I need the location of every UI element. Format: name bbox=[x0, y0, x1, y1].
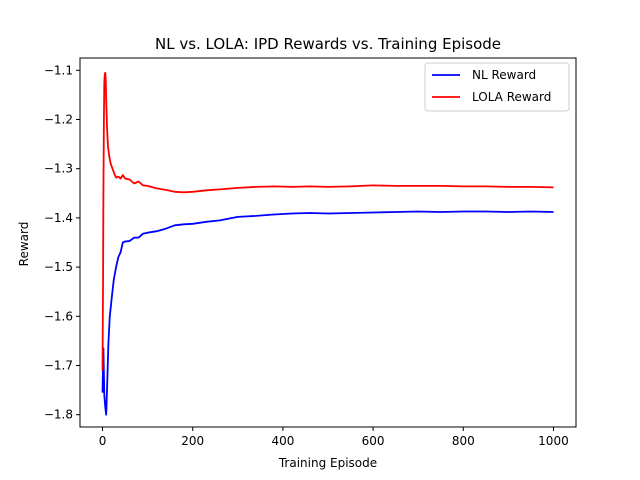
y-tick-label: −1.8 bbox=[44, 408, 73, 422]
x-tick-label: 0 bbox=[99, 434, 107, 448]
axes: 0 200 400 600 800 1000 −1.8 −1.7 −1.6 −1.5 −1.4 −1.… bbox=[44, 57, 577, 448]
y-tick-label: −1.5 bbox=[44, 260, 73, 274]
series-line-1 bbox=[101, 71, 554, 371]
series-line-0 bbox=[101, 210, 554, 416]
y-tick-label: −1.1 bbox=[44, 63, 73, 77]
legend: NL Reward LOLA Reward bbox=[424, 62, 570, 112]
x-tick-label: 1000 bbox=[538, 434, 569, 448]
y-tick-label: −1.4 bbox=[44, 211, 73, 225]
x-tick-label: 200 bbox=[181, 434, 204, 448]
x-axis-title: Training Episode bbox=[278, 456, 377, 470]
y-tick-label: −1.3 bbox=[44, 162, 73, 176]
y-tick-label: −1.6 bbox=[44, 309, 73, 323]
y-axis-title: Reward bbox=[17, 222, 31, 267]
y-tick-label: −1.2 bbox=[44, 113, 73, 127]
legend-label-1: LOLA Reward bbox=[472, 90, 551, 104]
y-tick-label: −1.7 bbox=[44, 359, 73, 373]
plot-frame bbox=[79, 57, 577, 428]
x-tick-label: 400 bbox=[271, 434, 294, 448]
plot-area bbox=[101, 71, 554, 416]
legend-label-0: NL Reward bbox=[472, 68, 536, 82]
chart-title: NL vs. LOLA: IPD Rewards vs. Training Ep… bbox=[155, 35, 501, 53]
x-tick-label: 800 bbox=[452, 434, 475, 448]
legend-box bbox=[424, 62, 570, 112]
x-tick-label: 600 bbox=[362, 434, 385, 448]
